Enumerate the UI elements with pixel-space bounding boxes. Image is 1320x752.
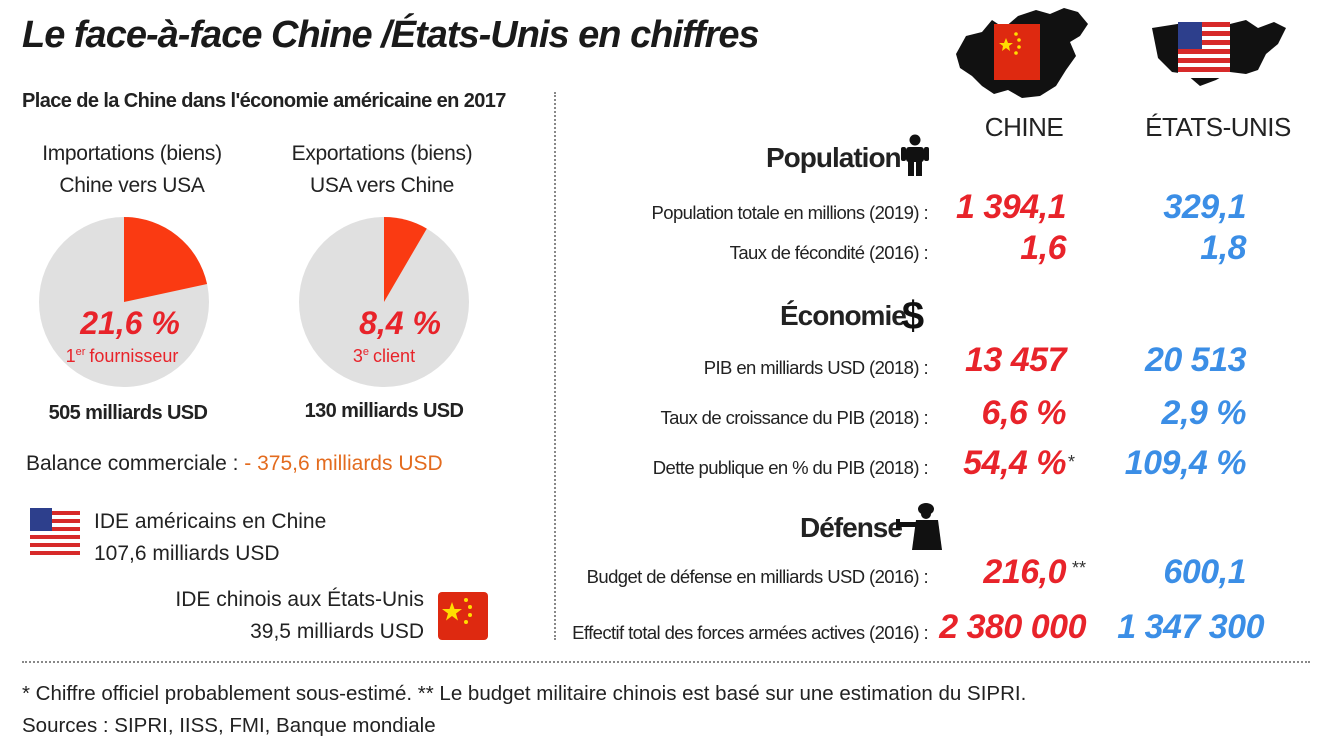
pie-slice-china [384, 217, 427, 302]
value-usa-defense-budget: 600,1 [1163, 553, 1246, 591]
ide-cn-label: IDE chinois aux États-Unis [175, 588, 424, 611]
horizontal-divider [22, 661, 1310, 663]
value-china-population: 1 394,1 [956, 188, 1066, 226]
left-subtitle: Place de la Chine dans l'économie améric… [22, 90, 506, 112]
row-label-growth: Taux de croissance du PIB (2018) : [660, 407, 928, 428]
page-title: Le face-à-face Chine /États-Unis en chif… [22, 14, 760, 56]
ide-us-value: 107,6 milliards USD [94, 542, 280, 565]
value-china-fertility: 1,6 [1020, 229, 1066, 267]
china-map-icon [956, 8, 1088, 98]
import-pie-chart: 21,6 % 1er fournisseur [39, 217, 209, 387]
import-header-line2: Chine vers USA [59, 174, 205, 197]
column-header-usa: ÉTATS-UNIS [1145, 112, 1291, 142]
value-china-debt: 54,4 % [963, 444, 1066, 482]
sources: Sources : SIPRI, IISS, FMI, Banque mondi… [22, 714, 436, 737]
import-header: Importations (biens) Chine vers USA [12, 138, 252, 202]
row-label-armed-forces: Effectif total des forces armées actives… [572, 622, 928, 643]
soldier-icon [896, 503, 942, 550]
export-percentage: 8,4 % [359, 305, 441, 341]
ide-cn-value: 39,5 milliards USD [250, 620, 424, 643]
value-china-armed-forces: 2 380 000 [939, 608, 1086, 646]
import-rank-text: fournisseur [89, 346, 178, 366]
export-rank-sup: e [363, 346, 369, 358]
export-total: 130 milliards USD [304, 400, 464, 422]
import-rank: 1er fournisseur [66, 346, 179, 366]
value-usa-population: 329,1 [1163, 188, 1246, 226]
china-flag-icon [438, 592, 488, 640]
row-label-defense-budget: Budget de défense en milliards USD (2016… [586, 566, 929, 587]
import-total: 505 milliards USD [48, 402, 208, 424]
section-defense: Défense [800, 512, 903, 543]
value-usa-armed-forces: 1 347 300 [1117, 608, 1264, 646]
column-header-china: CHINE [984, 112, 1064, 142]
export-rank-text: client [373, 346, 415, 366]
balance-value: - 375,6 milliards USD [244, 452, 443, 475]
person-icon [901, 134, 929, 176]
export-header-line2: USA vers Chine [309, 174, 455, 197]
import-rank-sup: er [76, 346, 86, 358]
value-usa-gdp: 20 513 [1145, 341, 1247, 379]
export-header-line1: Exportations (biens) [291, 142, 473, 165]
ide-us-label: IDE américains en Chine [94, 510, 327, 533]
section-economie: Économie [780, 300, 907, 331]
row-label-fertility: Taux de fécondité (2016) : [729, 242, 929, 263]
section-population: Population [766, 142, 902, 173]
value-china-growth: 6,6 % [981, 394, 1067, 432]
row-label-gdp: PIB en milliards USD (2018) : [703, 357, 929, 378]
import-percentage: 21,6 % [79, 305, 180, 341]
trade-balance: Balance commerciale : - 375,6 milliards … [26, 452, 443, 476]
export-rank-num: 3 [353, 346, 363, 366]
export-pie-chart: 8,4 % 3e client [299, 217, 469, 387]
row-label-debt: Dette publique en % du PIB (2018) : [652, 457, 929, 478]
usa-map-icon [1152, 20, 1286, 86]
ide-us: IDE américains en Chine 107,6 milliards … [94, 506, 326, 570]
value-usa-debt: 109,4 % [1124, 444, 1247, 482]
balance-label: Balance commerciale : [26, 452, 239, 475]
ide-cn: IDE chinois aux États-Unis 39,5 milliard… [140, 584, 424, 648]
usa-flag-icon [30, 508, 80, 556]
debt-footnote-marker: * [1068, 452, 1076, 472]
footnote: * Chiffre officiel probablement sous-est… [22, 682, 1027, 705]
row-label-population: Population totale en millions (2019) : [651, 202, 929, 223]
vertical-divider [554, 92, 556, 640]
value-china-gdp: 13 457 [965, 341, 1067, 379]
export-header: Exportations (biens) USA vers Chine [262, 138, 502, 202]
export-rank: 3e client [353, 346, 415, 366]
pie-slice-china [124, 217, 208, 302]
import-header-line1: Importations (biens) [42, 142, 222, 165]
value-china-defense-budget: 216,0 [983, 553, 1066, 591]
dollar-icon: $ [902, 294, 924, 336]
value-usa-growth: 2,9 % [1161, 394, 1247, 432]
import-rank-num: 1 [66, 346, 76, 366]
budget-footnote-marker: ** [1072, 558, 1087, 578]
svg-text:$: $ [902, 294, 924, 336]
value-usa-fertility: 1,8 [1200, 229, 1246, 267]
